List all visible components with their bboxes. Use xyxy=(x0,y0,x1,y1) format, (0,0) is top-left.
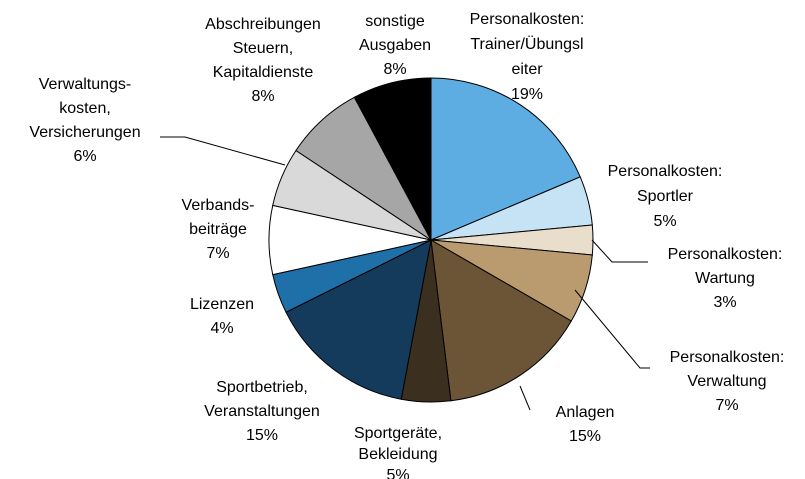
pie xyxy=(268,77,594,403)
slice-label: Sportbetrieb, Veranstaltungen 15% xyxy=(204,379,320,444)
label-line: Personalkosten: xyxy=(608,163,723,180)
label-line: Anlagen xyxy=(556,404,615,421)
label-line: Veranstaltungen xyxy=(204,403,320,420)
label-line: Steuern, xyxy=(233,40,293,57)
label-line: Sportler xyxy=(637,188,694,205)
slice-label: Verwaltungs-kosten, Versicherungen 6% xyxy=(29,76,140,165)
label-line: Personalkosten: xyxy=(470,11,585,28)
value-label: 5% xyxy=(653,213,676,230)
value-label: 8% xyxy=(251,88,274,105)
label-line: Versicherungen xyxy=(29,124,140,141)
slice-label: Personalkosten: Verwaltung 7% xyxy=(670,349,785,414)
label-line: Verwaltungs- xyxy=(39,76,132,93)
label-line: Abschreibungen xyxy=(205,16,321,33)
value-label: 6% xyxy=(73,148,96,165)
label-line: Verbands- xyxy=(182,197,255,214)
value-label: 15% xyxy=(246,427,278,444)
leader-line xyxy=(591,239,648,263)
slice-label: Personalkosten: Trainer/Übungsl eiter 19% xyxy=(470,11,585,103)
label-line: Personalkosten: xyxy=(668,246,783,263)
slice-label: Abschreibungen Steuern, Kapitaldienste 8% xyxy=(205,16,321,105)
label-line: kosten, xyxy=(59,100,111,117)
value-label: 5% xyxy=(386,467,409,479)
value-label: 7% xyxy=(715,397,738,414)
pie-slice xyxy=(353,77,432,241)
label-line: Sportgeräte, xyxy=(354,425,442,442)
label-line: Bekleidung xyxy=(358,446,437,463)
slice-label: Anlagen 15% xyxy=(556,404,615,445)
value-label: 4% xyxy=(210,320,233,337)
slice-label: Lizenzen 4% xyxy=(190,296,254,337)
label-line: Trainer/Übungsl xyxy=(470,35,583,53)
leader-line xyxy=(574,289,650,369)
labels: Personalkosten: Trainer/Übungsl eiter 19%Pe… xyxy=(29,11,784,479)
label-line: Lizenzen xyxy=(190,296,254,313)
leader-line xyxy=(160,136,286,166)
slice-label: sonstige Ausgaben 8% xyxy=(359,13,431,78)
slice-label: Verbands-beiträge 7% xyxy=(182,197,255,262)
value-label: 7% xyxy=(206,245,229,262)
label-line: Sportbetrieb, xyxy=(216,379,308,396)
label-line: beiträge xyxy=(189,221,247,238)
value-label: 3% xyxy=(713,294,736,311)
label-line: Personalkosten: xyxy=(670,349,785,366)
slice-label: Personalkosten: Wartung 3% xyxy=(668,246,783,311)
pie-slice xyxy=(430,239,572,402)
label-line: sonstige xyxy=(365,13,425,30)
slice-label: Sportgeräte, Bekleidung 5% xyxy=(354,425,442,479)
label-line: Verwaltung xyxy=(687,373,766,390)
label-line: Ausgaben xyxy=(359,37,431,54)
value-label: 19% xyxy=(511,86,543,103)
label-line: eiter xyxy=(511,61,543,78)
pie-slice xyxy=(285,239,432,400)
slice-label: Personalkosten: Sportler 5% xyxy=(608,163,723,230)
label-line: Kapitaldienste xyxy=(213,64,314,81)
value-label: 15% xyxy=(569,428,601,445)
pie-slice xyxy=(430,77,581,241)
value-label: 8% xyxy=(383,61,406,78)
leader-line xyxy=(519,385,531,411)
label-line: Wartung xyxy=(695,270,755,287)
